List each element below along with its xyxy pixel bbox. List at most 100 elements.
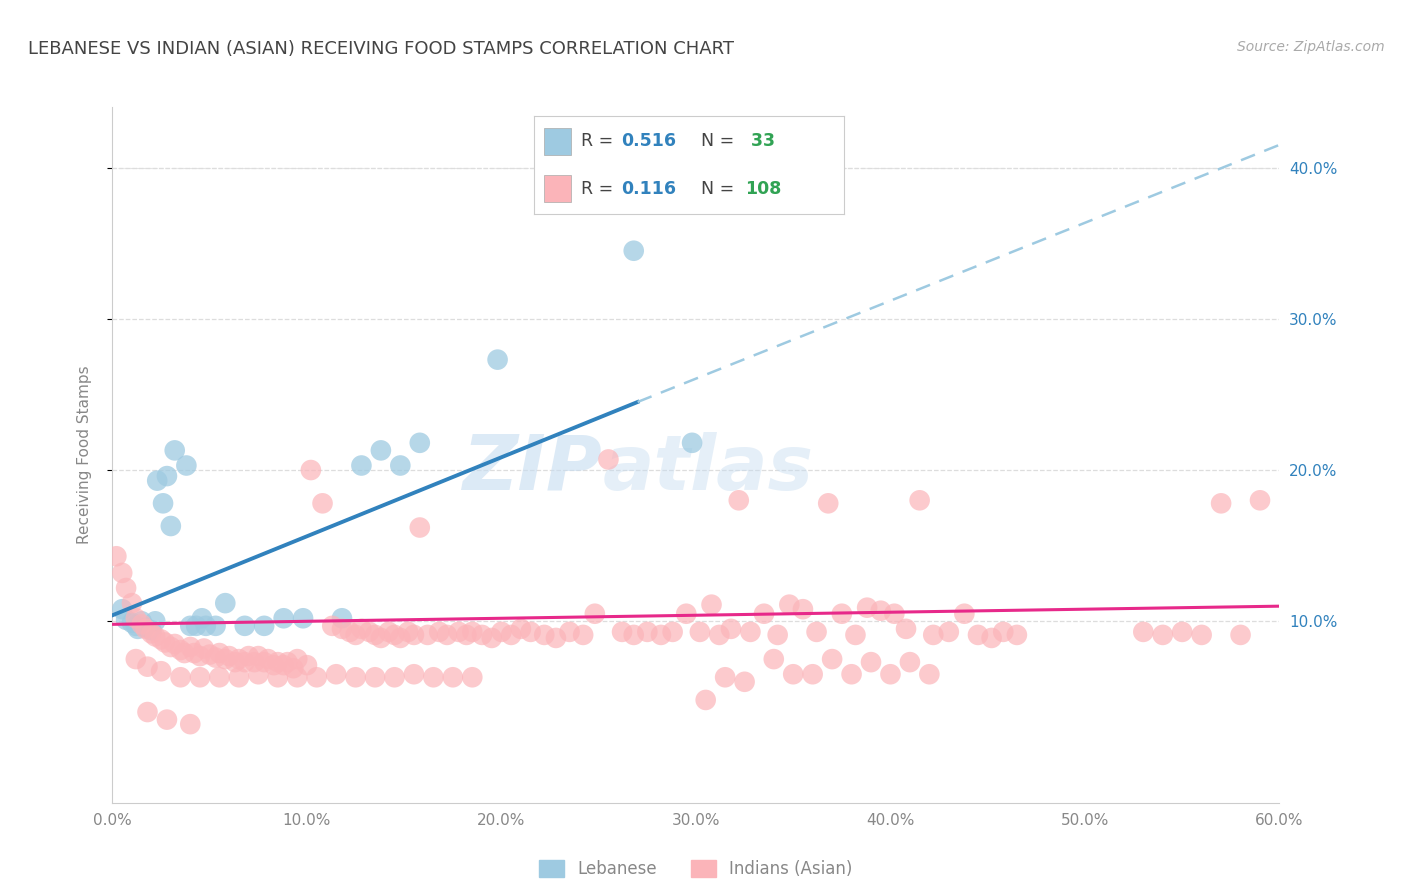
Point — [422, 670, 444, 684]
Point — [831, 607, 853, 621]
Text: atlas: atlas — [603, 432, 814, 506]
Point — [152, 496, 174, 510]
Point — [188, 670, 211, 684]
Point — [436, 628, 458, 642]
Point — [188, 649, 211, 664]
Point — [1152, 628, 1174, 642]
Point — [384, 670, 406, 684]
Point — [806, 624, 828, 639]
Point — [402, 628, 425, 642]
Point — [299, 463, 322, 477]
Point — [727, 493, 749, 508]
Point — [740, 624, 762, 639]
Point — [143, 615, 166, 629]
Point — [136, 705, 159, 719]
Point — [115, 613, 138, 627]
Point — [501, 628, 523, 642]
Point — [253, 655, 276, 669]
Point — [695, 693, 717, 707]
Point — [150, 664, 173, 678]
Point — [370, 443, 392, 458]
Point — [402, 667, 425, 681]
Bar — [544, 128, 571, 155]
Point — [661, 624, 683, 639]
Point — [364, 628, 387, 642]
Point — [143, 629, 166, 643]
Point — [623, 628, 645, 642]
Point — [894, 622, 917, 636]
Text: R =: R = — [581, 179, 619, 197]
Point — [623, 244, 645, 258]
Point — [734, 674, 756, 689]
Point — [801, 667, 824, 681]
Point — [228, 652, 250, 666]
Point — [238, 649, 260, 664]
Point — [384, 628, 406, 642]
Point — [416, 628, 439, 642]
Point — [1132, 624, 1154, 639]
Point — [131, 615, 153, 629]
Point — [285, 670, 308, 684]
Point — [544, 631, 567, 645]
Point — [856, 600, 879, 615]
Point — [194, 619, 217, 633]
Point — [125, 619, 148, 633]
Point — [689, 624, 711, 639]
Text: LEBANESE VS INDIAN (ASIAN) RECEIVING FOOD STAMPS CORRELATION CHART: LEBANESE VS INDIAN (ASIAN) RECEIVING FOO… — [28, 40, 734, 58]
Point — [150, 632, 173, 647]
Point — [204, 619, 226, 633]
Point — [572, 628, 595, 642]
Point — [859, 655, 883, 669]
Point — [533, 628, 555, 642]
Point — [1229, 628, 1251, 642]
Point — [709, 628, 731, 642]
Point — [898, 655, 921, 669]
Point — [228, 670, 250, 684]
Point — [350, 622, 373, 636]
Point — [325, 667, 347, 681]
Point — [441, 670, 464, 684]
Point — [111, 602, 134, 616]
Point — [330, 611, 353, 625]
Point — [121, 596, 143, 610]
Point — [519, 624, 541, 639]
Point — [247, 667, 270, 681]
Point — [156, 469, 179, 483]
Point — [153, 635, 176, 649]
Point — [583, 607, 606, 621]
Point — [105, 549, 128, 564]
Point — [176, 458, 198, 473]
Point — [938, 624, 960, 639]
Point — [377, 624, 399, 639]
Point — [409, 520, 432, 534]
Point — [967, 628, 990, 642]
Point — [396, 624, 419, 639]
Point — [321, 619, 343, 633]
Point — [471, 628, 494, 642]
Point — [267, 655, 290, 669]
Y-axis label: Receiving Food Stamps: Receiving Food Stamps — [77, 366, 91, 544]
Point — [121, 615, 143, 630]
Point — [339, 624, 361, 639]
Point — [214, 596, 236, 610]
Point — [169, 643, 191, 657]
Point — [125, 611, 148, 625]
Point — [191, 611, 214, 625]
Point — [461, 670, 484, 684]
Point — [752, 607, 775, 621]
Point — [179, 717, 201, 731]
Point — [243, 655, 266, 669]
Point — [160, 640, 183, 654]
Text: N =: N = — [702, 179, 740, 197]
Point — [389, 631, 412, 645]
Point — [844, 628, 866, 642]
Point — [993, 624, 1015, 639]
Point — [146, 474, 169, 488]
Point — [273, 611, 295, 625]
Point — [766, 628, 789, 642]
Point — [179, 640, 201, 654]
Point — [276, 655, 298, 669]
Point — [509, 622, 531, 636]
Point — [163, 443, 186, 458]
Point — [447, 624, 470, 639]
